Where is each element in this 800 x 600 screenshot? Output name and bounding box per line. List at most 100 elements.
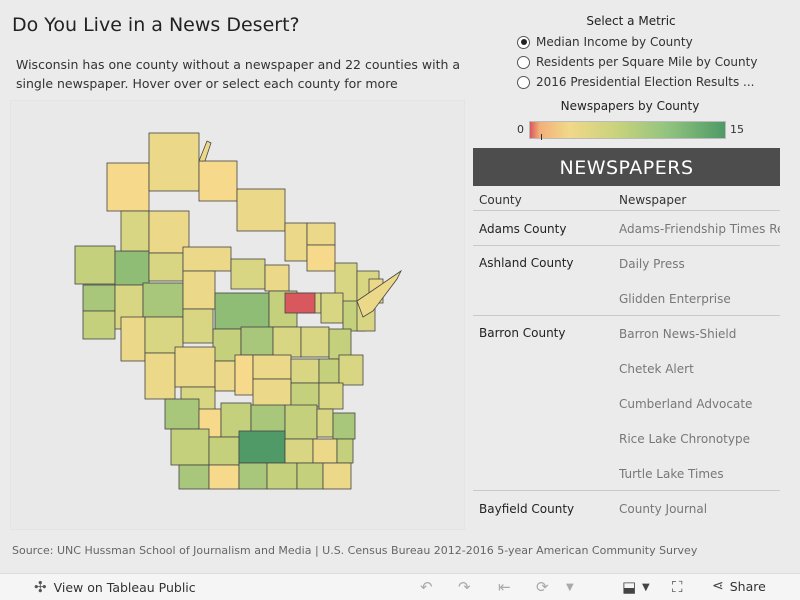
metric-option-residents[interactable]: Residents per Square Mile by County (517, 55, 757, 69)
county-shape[interactable] (290, 382, 320, 408)
county-shape[interactable] (148, 252, 184, 282)
county-shape[interactable] (266, 462, 298, 490)
county-shape[interactable] (252, 354, 292, 380)
county-shape[interactable] (144, 352, 176, 400)
county-shape[interactable] (322, 462, 352, 490)
undo-icon[interactable]: ↶ (420, 578, 433, 596)
fullscreen-icon[interactable]: ⛶ (672, 578, 683, 596)
metric-option-median-income[interactable]: Median Income by County (517, 35, 693, 49)
county-shape[interactable] (318, 382, 344, 410)
chevron-down-icon[interactable]: ▼ (642, 582, 650, 593)
table-row-county[interactable]: Bayfield County (479, 502, 575, 516)
county-shape[interactable] (318, 358, 340, 384)
county-shape[interactable] (82, 310, 116, 340)
county-shape[interactable] (106, 162, 150, 212)
county-shape[interactable] (82, 284, 116, 312)
share-icon: ⋖ (712, 578, 724, 594)
table-row-newspaper[interactable]: County Journal (619, 502, 708, 516)
county-shape[interactable] (230, 258, 266, 290)
redo-icon[interactable]: ↷ (458, 578, 471, 596)
table-row-county[interactable]: Adams County (479, 222, 567, 236)
county-shape[interactable] (174, 346, 216, 388)
county-shape[interactable] (214, 292, 270, 330)
table-row-newspaper[interactable]: Rice Lake Chronotype (619, 432, 750, 446)
table-row-newspaper[interactable]: Barron News-Shield (619, 327, 737, 341)
county-shape[interactable] (178, 464, 210, 490)
county-shape[interactable] (300, 326, 330, 358)
county-shape[interactable] (320, 292, 344, 324)
legend-max: 15 (730, 123, 744, 136)
county-shape[interactable] (234, 354, 254, 396)
chevron-down-icon[interactable]: ▼ (566, 582, 574, 593)
county-shape[interactable] (284, 438, 314, 464)
county-shape[interactable] (328, 328, 352, 360)
view-on-tableau-button[interactable]: ✣ View on Tableau Public (34, 578, 196, 596)
county-shape[interactable] (182, 308, 214, 344)
county-shape[interactable] (170, 428, 210, 466)
table-row-newspaper[interactable]: Chetek Alert (619, 362, 694, 376)
column-header-county: County (479, 193, 522, 207)
county-shape[interactable] (316, 408, 334, 438)
table-row-newspaper[interactable]: Turtle Lake Times (619, 467, 724, 481)
table-row-newspaper[interactable]: Daily Press (619, 257, 685, 271)
wisconsin-county-map[interactable] (11, 101, 466, 531)
county-shape[interactable] (214, 360, 236, 392)
county-shape[interactable] (208, 436, 240, 466)
county-shape[interactable] (284, 222, 308, 262)
county-shape[interactable] (142, 282, 184, 318)
county-shape[interactable] (240, 326, 274, 356)
county-shape[interactable] (236, 188, 286, 232)
county-shape[interactable] (290, 358, 320, 384)
county-shape[interactable] (338, 354, 364, 386)
page-subtitle: Wisconsin has one county without a newsp… (16, 57, 461, 91)
county-shape[interactable] (120, 210, 150, 252)
county-shape[interactable] (284, 404, 318, 440)
county-shape[interactable] (250, 404, 286, 434)
county-shape[interactable] (264, 264, 290, 292)
county-shape[interactable] (208, 464, 240, 490)
county-shape[interactable] (306, 222, 336, 246)
county-shape-door-peninsula[interactable] (356, 269, 403, 318)
county-shape[interactable] (296, 462, 324, 490)
share-button[interactable]: ⋖ Share (712, 578, 766, 594)
revert-icon[interactable]: ⇤ (498, 578, 511, 596)
row-divider (473, 490, 780, 491)
metric-option-election[interactable]: 2016 Presidential Election Results ... (517, 75, 754, 89)
county-shape[interactable] (182, 270, 216, 310)
county-shape[interactable] (238, 462, 268, 490)
table-row-county[interactable]: Barron County (479, 326, 566, 340)
county-shape[interactable] (272, 326, 302, 358)
metric-option-label: 2016 Presidential Election Results ... (536, 75, 755, 89)
county-shape[interactable] (164, 398, 200, 430)
county-shape[interactable] (114, 250, 150, 286)
county-shape[interactable] (74, 245, 116, 285)
county-shape[interactable] (336, 438, 354, 464)
map-panel[interactable] (10, 100, 465, 530)
row-divider (473, 315, 780, 316)
county-shape[interactable] (312, 438, 338, 464)
metric-selector-title: Select a Metric (586, 14, 676, 28)
table-row-newspaper[interactable]: Adams-Friendship Times Reporter (619, 222, 780, 236)
county-shape[interactable] (284, 292, 316, 314)
table-row-county[interactable]: Ashland County (479, 256, 574, 270)
county-shape[interactable] (148, 210, 190, 254)
download-icon[interactable]: ⬓ (622, 578, 637, 596)
radio-unselected[interactable] (517, 75, 530, 89)
county-shape-islands[interactable] (198, 140, 212, 162)
table-row-newspaper[interactable]: Cumberland Advocate (619, 397, 753, 411)
county-shape[interactable] (198, 160, 238, 202)
county-shape[interactable] (332, 412, 356, 440)
refresh-icon[interactable]: ⟳ (536, 578, 549, 596)
radio-unselected[interactable] (517, 55, 530, 69)
county-shape[interactable] (148, 132, 200, 192)
table-row-newspaper[interactable]: Glidden Enterprise (619, 292, 731, 306)
county-shape[interactable] (252, 378, 292, 408)
county-shape[interactable] (120, 316, 146, 362)
row-divider (473, 245, 780, 246)
county-shape[interactable] (238, 430, 286, 464)
county-shape[interactable] (306, 244, 336, 272)
county-shape[interactable] (182, 246, 232, 272)
source-note: Source: UNC Hussman School of Journalism… (12, 544, 698, 557)
radio-selected[interactable] (517, 35, 530, 49)
county-shape[interactable] (144, 316, 184, 354)
